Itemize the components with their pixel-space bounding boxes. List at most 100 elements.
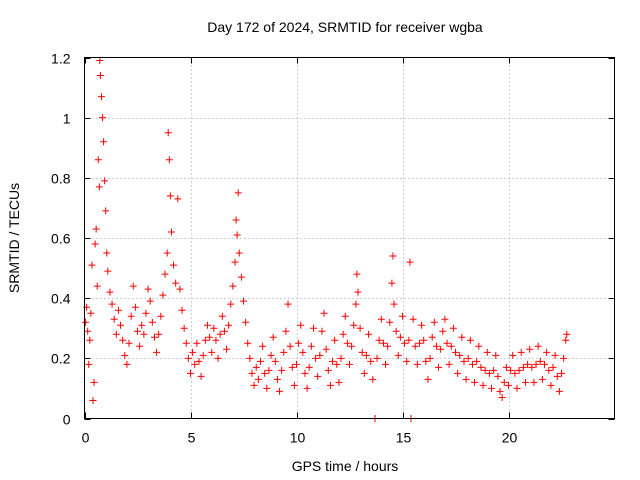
data-point [322, 345, 330, 353]
data-point [248, 369, 256, 377]
data-point [494, 372, 502, 380]
data-point [350, 321, 358, 329]
data-point [110, 315, 118, 323]
data-point [225, 321, 233, 329]
data-point [346, 360, 353, 368]
data-point [293, 360, 300, 368]
data-point [538, 375, 546, 383]
data-point [530, 378, 538, 386]
data-point [131, 303, 139, 311]
data-point [468, 360, 476, 368]
data-point [335, 378, 343, 386]
data-point [191, 360, 199, 368]
data-point [460, 357, 468, 365]
data-point [528, 363, 536, 371]
data-point [326, 381, 334, 389]
data-point [84, 327, 92, 335]
data-point [112, 330, 120, 338]
data-point [360, 369, 368, 377]
data-point [127, 312, 135, 320]
x-axis-ticks: 0 5 10 15 20 [82, 57, 517, 446]
data-point [174, 195, 182, 203]
data-point [170, 261, 178, 269]
data-point [432, 342, 440, 350]
data-point [123, 360, 131, 368]
data-point [411, 342, 419, 350]
y-tick-label: 0.2 [51, 351, 71, 367]
data-point [161, 270, 169, 278]
data-point [282, 327, 290, 335]
data-point [136, 342, 144, 350]
data-point [254, 375, 262, 383]
data-point [242, 318, 250, 326]
data-point [369, 375, 377, 383]
data-point [237, 273, 245, 281]
x-tick-label: 5 [188, 430, 196, 446]
data-point [193, 339, 201, 347]
data-point [490, 366, 498, 374]
data-point [452, 348, 459, 356]
data-point [502, 363, 510, 371]
data-point [159, 291, 167, 299]
data-point [290, 381, 298, 389]
data-point [389, 252, 397, 260]
data-point [102, 207, 110, 215]
data-point [240, 297, 247, 305]
data-point [509, 351, 517, 359]
data-point [367, 357, 375, 365]
data-point [373, 354, 381, 362]
y-tick-label: 0.6 [51, 231, 71, 247]
data-point [555, 387, 563, 395]
data-point [320, 309, 328, 317]
data-point [138, 321, 146, 329]
data-point [447, 342, 455, 350]
data-point [146, 297, 154, 305]
data-point [507, 366, 515, 374]
data-point [288, 363, 296, 371]
data-point [187, 369, 194, 377]
data-point [422, 357, 430, 365]
data-point [394, 351, 402, 359]
data-point [220, 327, 228, 335]
data-point [231, 258, 239, 266]
data-point [108, 300, 116, 308]
data-point [534, 342, 542, 350]
data-point [449, 324, 457, 332]
data-point [100, 138, 108, 146]
x-tick-label: 15 [396, 430, 412, 446]
data-point [114, 306, 122, 314]
data-point [94, 156, 102, 164]
data-point [182, 339, 190, 347]
x-tick-label: 0 [82, 430, 90, 446]
chart-title: Day 172 of 2024, SRMTID for receiver wgb… [207, 19, 483, 35]
data-point [456, 351, 464, 359]
data-point [299, 348, 307, 356]
data-point [214, 354, 222, 362]
data-point [532, 360, 540, 368]
data-point [390, 300, 398, 308]
data-point [235, 249, 243, 257]
data-point [129, 282, 137, 290]
data-point [517, 348, 525, 356]
data-point [420, 336, 428, 344]
data-point [93, 282, 101, 290]
data-point [176, 285, 184, 293]
data-point [441, 315, 449, 323]
data-point [562, 336, 570, 344]
data-point [223, 345, 231, 353]
data-point [511, 369, 519, 377]
data-point [165, 156, 173, 164]
data-point [101, 177, 109, 185]
data-point [197, 372, 205, 380]
data-point [365, 330, 373, 338]
data-point [454, 369, 462, 377]
data-point [558, 369, 565, 377]
data-point [377, 315, 385, 323]
y-tick-label: 0.4 [51, 291, 71, 307]
data-point [343, 339, 351, 347]
data-point [284, 300, 292, 308]
data-point [439, 327, 447, 335]
data-point [117, 321, 125, 329]
data-point [545, 366, 553, 374]
